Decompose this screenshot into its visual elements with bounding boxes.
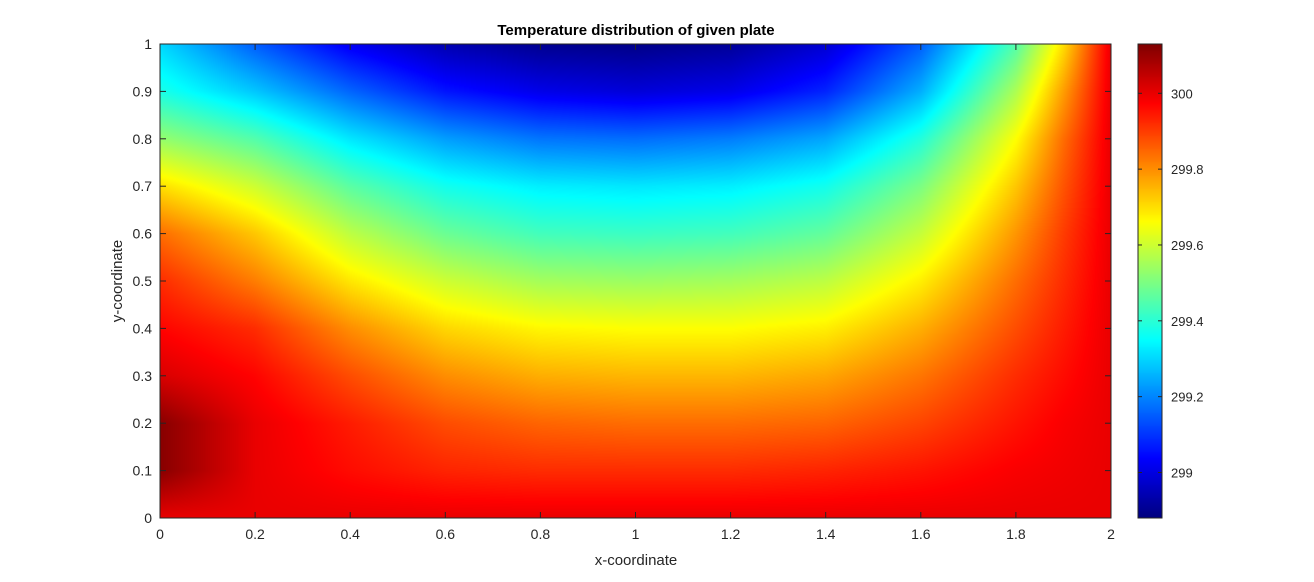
x-tick-label: 1 (632, 526, 640, 542)
y-axis: 0 0.1 0.2 0.3 0.4 0.5 0.6 0.7 0.8 0.9 1 (133, 36, 1111, 526)
y-tick-label: 0.8 (133, 131, 153, 147)
colorbar-tick-label: 299.8 (1171, 162, 1204, 177)
y-tick-label: 0.6 (133, 226, 153, 242)
x-tick-label: 1.6 (911, 526, 931, 542)
y-tick-label: 0.1 (133, 463, 153, 479)
colorbar-tick-label: 299.4 (1171, 314, 1204, 329)
colorbar-axis: 299 299.2 299.4 299.6 299.8 300 (1138, 86, 1204, 480)
x-tick-label: 0.8 (531, 526, 551, 542)
y-tick-label: 0.9 (133, 83, 153, 99)
y-tick-label: 1 (144, 36, 152, 52)
y-tick-label: 0 (144, 510, 152, 526)
x-tick-label: 2 (1107, 526, 1115, 542)
colorbar-tick-label: 299.2 (1171, 390, 1204, 405)
x-tick-label: 0.2 (245, 526, 265, 542)
y-tick-label: 0.7 (133, 178, 153, 194)
colorbar-frame (1137, 43, 1163, 519)
colorbar-tick-label: 299 (1171, 465, 1193, 480)
x-axis: 0 0.2 0.4 0.6 0.8 1 1.2 1.4 1.6 1.8 2 (156, 44, 1115, 542)
y-tick-label: 0.3 (133, 368, 153, 384)
y-tick-label: 0.2 (133, 415, 153, 431)
chart-title: Temperature distribution of given plate (497, 22, 774, 39)
x-tick-label: 1.2 (721, 526, 741, 542)
colorbar-gradient (1138, 44, 1162, 518)
x-tick-label: 0.4 (340, 526, 360, 542)
plot-area-wrapper (160, 44, 1111, 518)
y-tick-label: 0.5 (133, 273, 153, 289)
y-axis-label: y-coordinate (109, 240, 126, 323)
x-tick-label: 0 (156, 526, 164, 542)
heatmap-surface (160, 44, 1111, 518)
x-tick-label: 0.6 (436, 526, 456, 542)
y-tick-label: 0.4 (133, 320, 153, 336)
colorbar-tick-label: 299.6 (1171, 238, 1204, 253)
colorbar-tick-label: 300 (1171, 86, 1193, 101)
x-tick-label: 1.8 (1006, 526, 1026, 542)
x-tick-label: 1.4 (816, 526, 836, 542)
x-axis-label: x-coordinate (595, 552, 678, 569)
colorbar-wrapper (1138, 44, 1162, 518)
